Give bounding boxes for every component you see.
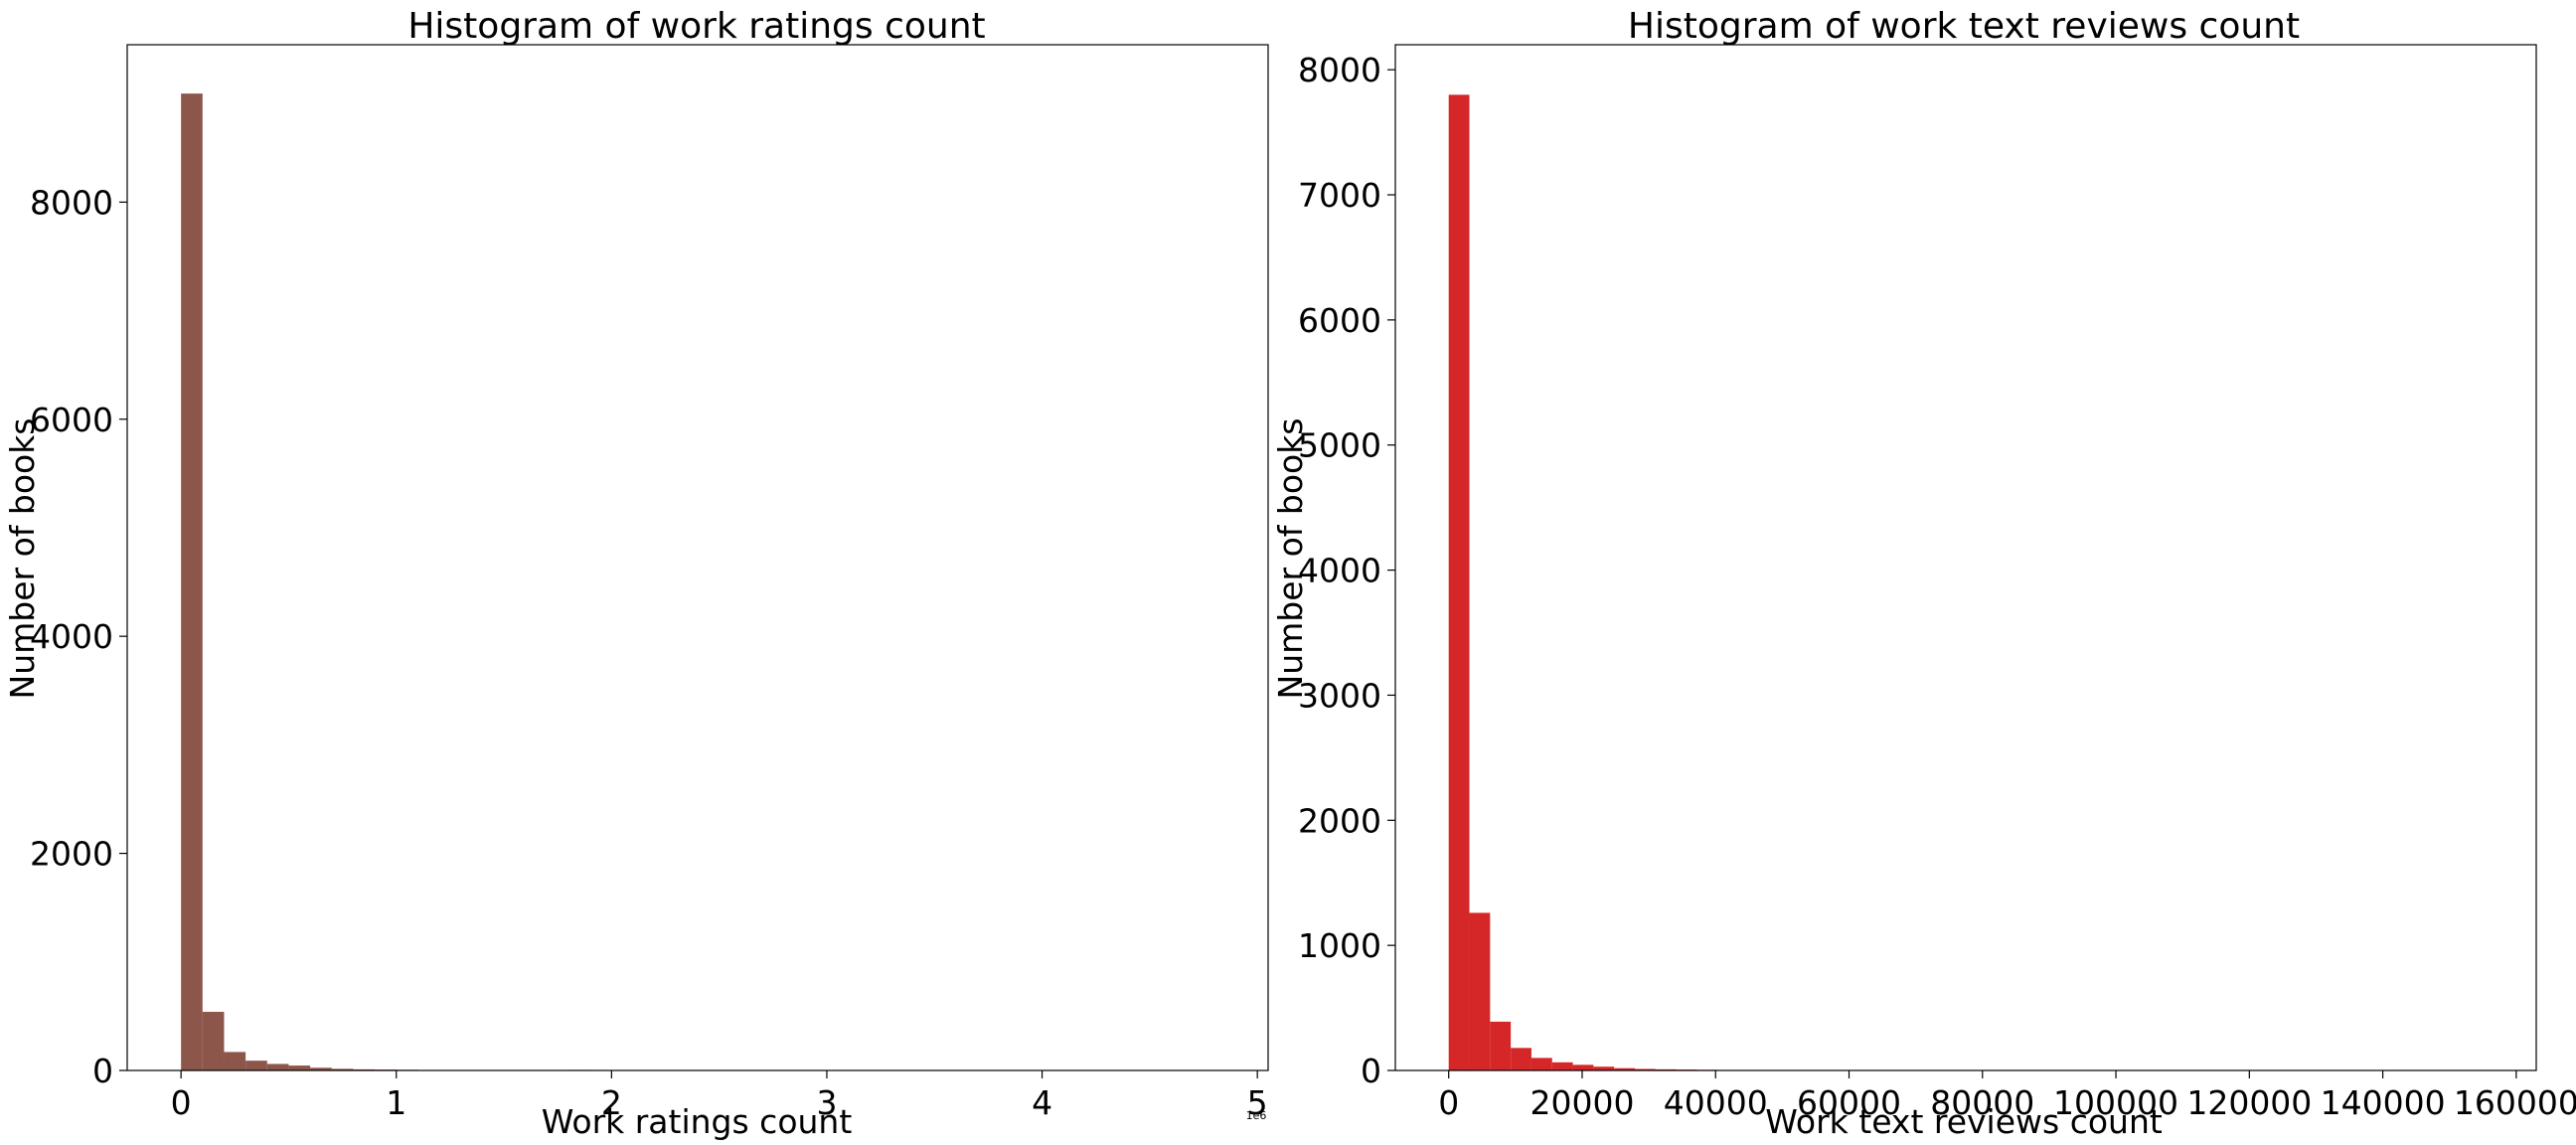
histogram-bar xyxy=(1614,1067,1636,1070)
histogram-bar xyxy=(310,1067,332,1070)
x-tick-label: 0 xyxy=(1438,1083,1459,1122)
y-tick-label: 5000 xyxy=(1298,426,1381,465)
y-axis-ticks: 0 1000 2000 3000 4000 5000 6000 7000 8000 xyxy=(1298,51,1395,1090)
y-tick-label: 4000 xyxy=(30,617,113,656)
chart-title: Histogram of work text reviews count xyxy=(1628,6,2300,47)
x-tick-label: 140000 xyxy=(2321,1083,2446,1122)
histogram-bar xyxy=(245,1061,267,1070)
y-tick-label: 1000 xyxy=(1298,926,1381,965)
plot-frame xyxy=(126,44,1269,1071)
x-tick-label: 40000 xyxy=(1664,1083,1768,1122)
x-tick-label: 80000 xyxy=(1930,1083,2034,1122)
histogram-bar xyxy=(181,93,203,1070)
x-tick-label: 20000 xyxy=(1530,1083,1634,1122)
histogram-bar xyxy=(1635,1068,1656,1070)
y-tick-label: 7000 xyxy=(1298,176,1381,215)
histogram-bars xyxy=(181,93,1258,1070)
plot-frame xyxy=(1394,44,2537,1071)
histogram-bar xyxy=(1572,1064,1594,1070)
histogram-bar xyxy=(224,1052,246,1070)
x-tick-label: 3 xyxy=(816,1083,837,1122)
text-reviews-histogram-chart: Histogram of work text reviews count 0 20… xyxy=(1271,6,2576,1141)
x-tick-label: 2 xyxy=(601,1083,622,1122)
histogram-bar xyxy=(1490,1021,1512,1070)
x-axis-ticks: 0 20000 40000 60000 80000 100000 120000 140000 1… xyxy=(1438,1070,2576,1122)
x-offset-label: 1e6 xyxy=(1246,1109,1267,1122)
y-axis-label: Number of books xyxy=(1271,418,1310,700)
histogram-bar xyxy=(288,1065,311,1070)
histogram-bar xyxy=(266,1063,289,1070)
histogram-bar xyxy=(202,1012,225,1070)
y-axis-label: Number of books xyxy=(3,418,42,700)
y-tick-label: 0 xyxy=(1361,1052,1381,1090)
x-tick-label: 160000 xyxy=(2454,1083,2576,1122)
histogram-bar xyxy=(1593,1066,1615,1070)
y-tick-label: 4000 xyxy=(1298,552,1381,590)
y-tick-label: 6000 xyxy=(1298,301,1381,340)
y-tick-label: 2000 xyxy=(30,835,113,874)
x-tick-label: 120000 xyxy=(2186,1083,2312,1122)
x-axis-ticks: 0 1 2 3 4 5 xyxy=(171,1070,1268,1122)
chart-title: Histogram of work ratings count xyxy=(407,6,985,47)
histogram-bar xyxy=(1469,912,1491,1070)
histogram-bar xyxy=(1530,1058,1552,1070)
ratings-histogram-chart: Histogram of work ratings count 0 1 2 3 4 5 0… xyxy=(3,6,1269,1141)
x-axis-label: Work text reviews count xyxy=(1765,1102,2163,1141)
y-axis-ticks: 0 2000 4000 6000 8000 xyxy=(30,183,127,1090)
y-tick-label: 2000 xyxy=(1298,801,1381,840)
x-tick-label: 1 xyxy=(386,1083,406,1122)
y-tick-label: 8000 xyxy=(30,183,113,222)
histogram-bar xyxy=(1448,94,1470,1071)
histogram-bar xyxy=(1551,1062,1573,1070)
histogram-bars xyxy=(1448,94,2484,1071)
x-tick-label: 4 xyxy=(1032,1083,1052,1122)
x-tick-label: 0 xyxy=(171,1083,192,1122)
x-tick-label: 60000 xyxy=(1797,1083,1901,1122)
y-tick-label: 8000 xyxy=(1298,51,1381,89)
histogram-bar xyxy=(331,1068,354,1070)
y-tick-label: 6000 xyxy=(30,401,113,439)
y-tick-label: 0 xyxy=(92,1052,113,1090)
y-tick-label: 3000 xyxy=(1298,676,1381,715)
histogram-bar xyxy=(1511,1048,1531,1070)
x-tick-label: 100000 xyxy=(2053,1083,2178,1122)
x-tick-label: 5 xyxy=(1247,1083,1268,1122)
x-axis-label: Work ratings count xyxy=(542,1102,853,1141)
